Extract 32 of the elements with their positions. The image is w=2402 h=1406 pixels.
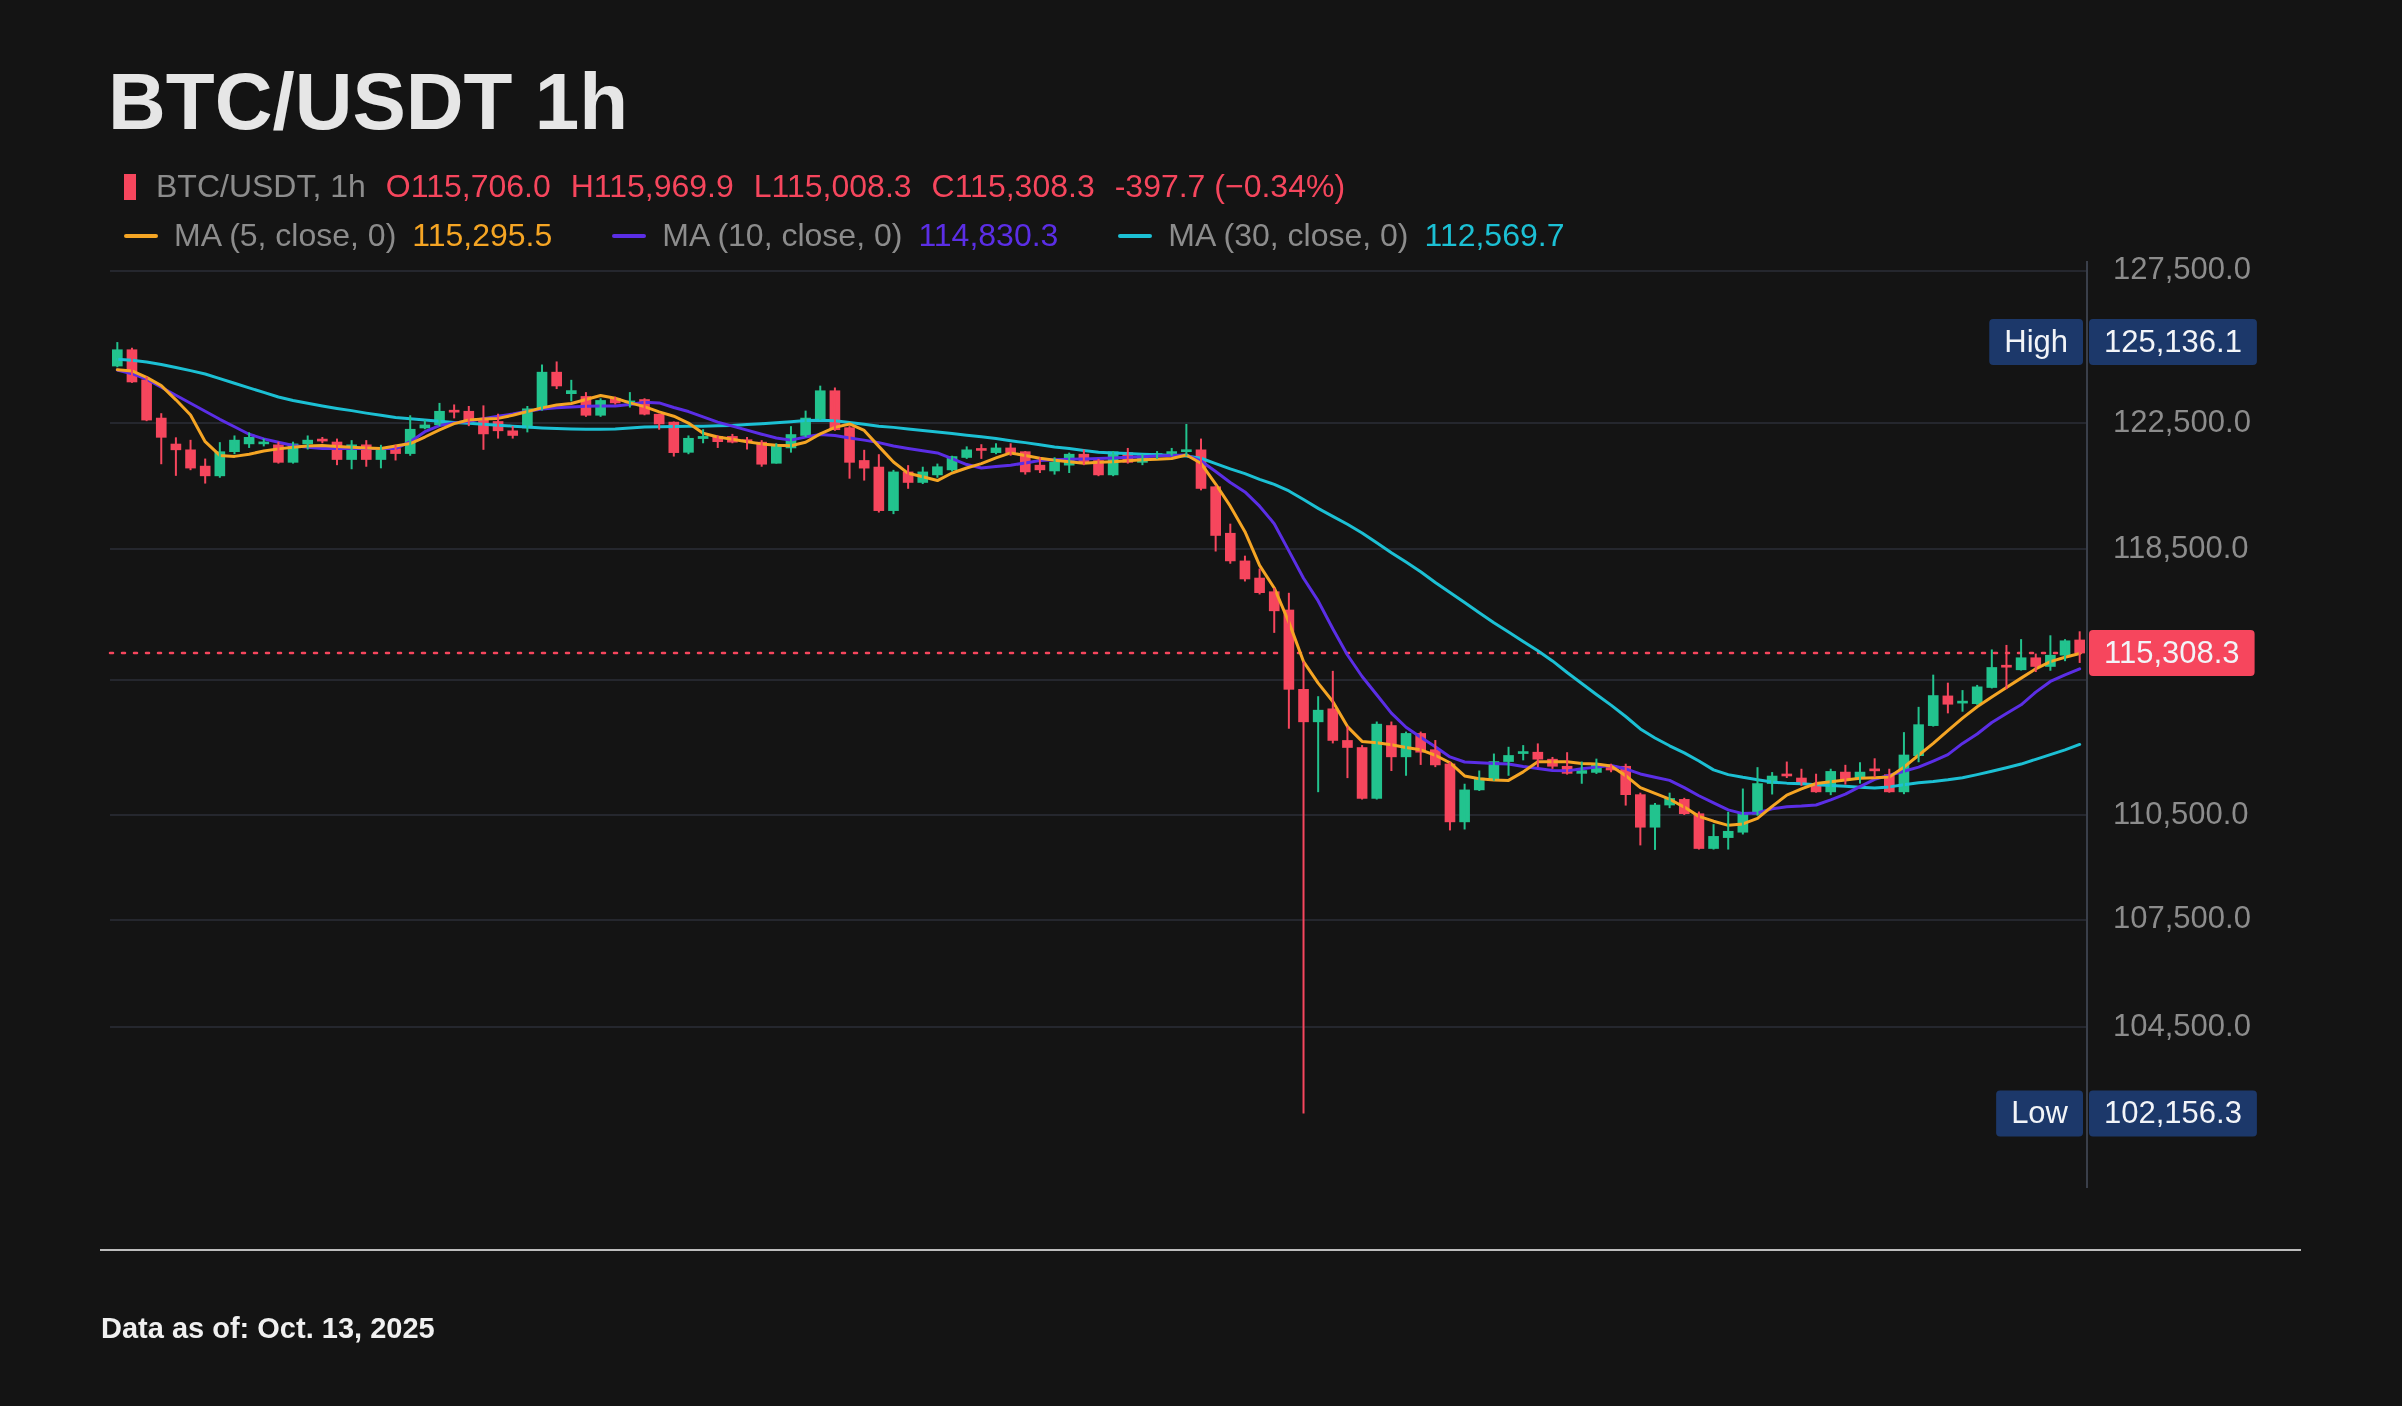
candlestick <box>1181 422 1192 457</box>
annotation: High <box>2004 323 2068 359</box>
y-tick-label: 104,500.0 <box>2113 1007 2251 1043</box>
legend-label: BTC/USDT, 1h <box>156 168 366 205</box>
candlestick <box>961 445 973 460</box>
text: 102,156.3 <box>2103 1095 2242 1131</box>
text: 115,295.5 <box>412 217 553 254</box>
text: -397.7 (−0.34%) <box>1114 168 1346 205</box>
ref-line-label: 115,308.3 <box>2103 634 2240 670</box>
legend-label: MA (10, close, 0) <box>662 217 903 254</box>
candlestick <box>976 443 987 460</box>
text: L115,008.3 <box>753 168 912 205</box>
y-tick-label: 118,500.0 <box>2113 529 2249 565</box>
text: 125,136.1 <box>2103 323 2242 359</box>
text: 112,569.7 <box>1424 217 1565 254</box>
chart-title: BTC/USDT 1h <box>108 57 628 146</box>
y-tick-label: 122,500.0 <box>2113 403 2251 439</box>
annotation: Low <box>2011 1095 2069 1131</box>
candlestick <box>1166 446 1178 457</box>
candlestick <box>1517 744 1529 762</box>
candlestick <box>507 425 519 440</box>
y-tick-label: 127,500.0 <box>2113 251 2251 287</box>
text: O115,706.0 <box>385 168 551 205</box>
text: H115,969.9 <box>570 168 734 205</box>
y-tick-label: 110,500.0 <box>2113 795 2249 831</box>
legend-label: MA (5, close, 0) <box>174 217 397 254</box>
legend-label: MA (30, close, 0) <box>1168 217 1409 254</box>
candlestick <box>565 378 577 403</box>
text: 114,830.3 <box>918 217 1059 254</box>
y-tick-label: 107,500.0 <box>2113 900 2251 936</box>
text: Data as of: Oct. 13, 2025 <box>101 1312 435 1345</box>
text: C115,308.3 <box>931 168 1095 205</box>
